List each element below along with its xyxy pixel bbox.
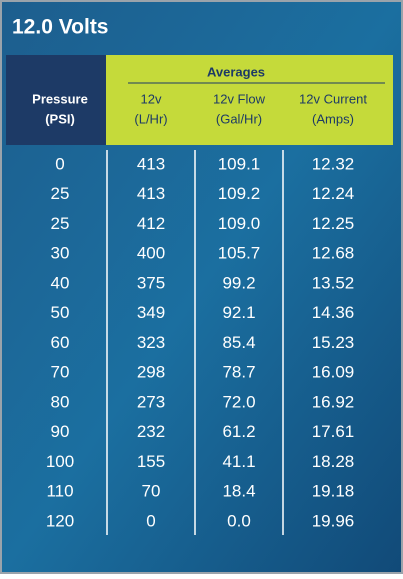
cell: 16.09: [312, 363, 355, 382]
cell: 232: [137, 422, 165, 441]
cell: 375: [137, 273, 165, 292]
cell: 413: [137, 184, 165, 203]
header-left: [6, 55, 106, 145]
cell: 70: [51, 363, 70, 382]
column-header: (L/Hr): [134, 111, 167, 126]
cell: 273: [137, 392, 165, 411]
column-header: Pressure: [32, 91, 88, 106]
cell: 12.24: [312, 184, 355, 203]
column-header: (Amps): [312, 111, 354, 126]
cell: 349: [137, 303, 165, 322]
cell: 0.0: [227, 511, 251, 530]
cell: 80: [51, 392, 70, 411]
cell: 412: [137, 214, 165, 233]
cell: 19.18: [312, 482, 355, 501]
cell: 70: [142, 482, 161, 501]
cell: 40: [51, 273, 70, 292]
cell: 12.25: [312, 214, 355, 233]
column-header: 12v Current: [299, 91, 367, 106]
column-header: (Gal/Hr): [216, 111, 262, 126]
cell: 41.1: [222, 452, 255, 471]
cell: 109.2: [218, 184, 261, 203]
cell: 13.52: [312, 273, 355, 292]
cell: 18.28: [312, 452, 355, 471]
cell: 14.36: [312, 303, 355, 322]
cell: 0: [55, 154, 64, 173]
cell: 60: [51, 333, 70, 352]
cell: 92.1: [222, 303, 255, 322]
cell: 109.0: [218, 214, 261, 233]
cell: 298: [137, 363, 165, 382]
cell: 19.96: [312, 511, 355, 530]
cell: 12.68: [312, 244, 355, 263]
cell: 400: [137, 244, 165, 263]
cell: 16.92: [312, 392, 355, 411]
cell: 50: [51, 303, 70, 322]
cell: 99.2: [222, 273, 255, 292]
cell: 110: [46, 482, 73, 501]
cell: 15.23: [312, 333, 355, 352]
cell: 30: [51, 244, 70, 263]
header-right: [106, 55, 393, 145]
cell: 90: [51, 422, 70, 441]
cell: 18.4: [222, 482, 255, 501]
cell: 323: [137, 333, 165, 352]
cell: 85.4: [222, 333, 255, 352]
cell: 25: [51, 184, 70, 203]
column-header: 12v Flow: [213, 91, 266, 106]
cell: 413: [137, 154, 165, 173]
cell: 120: [46, 511, 74, 530]
group-header: Averages: [207, 64, 265, 79]
cell: 17.61: [312, 422, 355, 441]
cell: 155: [137, 452, 165, 471]
cell: 25: [51, 214, 70, 233]
cell: 61.2: [222, 422, 255, 441]
column-header: (PSI): [45, 111, 75, 126]
cell: 105.7: [218, 244, 261, 263]
cell: 72.0: [222, 392, 255, 411]
column-header: 12v: [141, 91, 162, 106]
cell: 100: [46, 452, 74, 471]
cell: 12.32: [312, 154, 355, 173]
title: 12.0 Volts: [12, 16, 109, 39]
cell: 0: [146, 511, 155, 530]
cell: 78.7: [222, 363, 255, 382]
cell: 109.1: [218, 154, 261, 173]
